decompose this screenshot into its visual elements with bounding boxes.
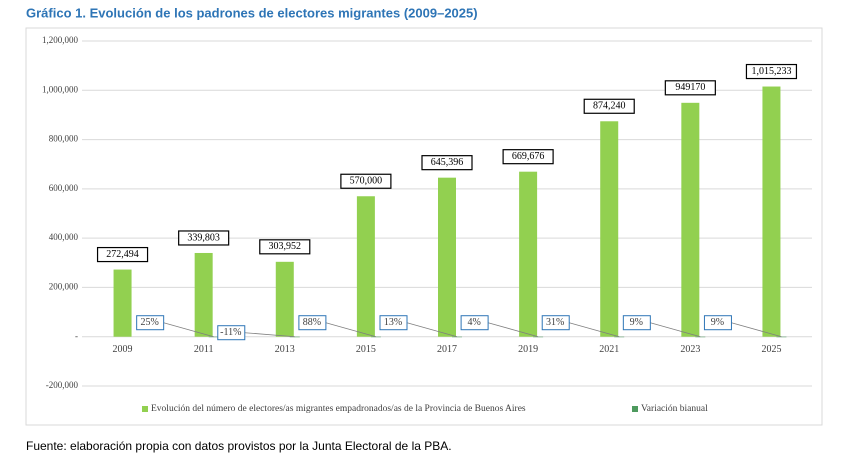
source-note: Fuente: elaboración propia con datos pro… [26, 439, 452, 453]
x-tick-label: 2009 [113, 344, 133, 355]
x-tick-label: 2013 [275, 344, 295, 355]
variation-label-box [298, 315, 327, 331]
variation-bar [776, 336, 787, 338]
bar [762, 86, 781, 337]
leader-line [244, 332, 295, 338]
variation-bar [289, 336, 300, 338]
x-tick-label: 2019 [518, 344, 538, 355]
bar [681, 102, 700, 337]
data-label: 949170 [675, 82, 705, 93]
variation-label-box [460, 315, 489, 331]
variation-label-box [379, 315, 408, 331]
data-label-box [259, 239, 311, 255]
chart-title: Gráfico 1. Evolución de los padrones de … [26, 5, 478, 20]
y-tick-label: -200,000 [46, 380, 79, 390]
data-label-box [178, 230, 230, 246]
variation-label: 13% [384, 317, 402, 328]
data-label-box [340, 173, 392, 189]
variation-bar [614, 336, 625, 338]
leader-line [406, 322, 458, 338]
y-tick-label: 600,000 [49, 183, 79, 193]
variation-label-box [217, 325, 246, 341]
x-tick-label: 2023 [680, 344, 700, 355]
data-label: 669,676 [512, 151, 545, 162]
bar [356, 196, 375, 337]
data-label: 1,015,233 [751, 66, 791, 77]
variation-bar [370, 336, 381, 338]
x-tick-label: 2015 [356, 344, 376, 355]
data-label: 339,803 [187, 232, 220, 243]
data-label: 303,952 [269, 241, 302, 252]
x-tick-label: 2025 [761, 344, 781, 355]
variation-label: 88% [303, 317, 321, 328]
variation-bar [533, 336, 544, 338]
leader-line [731, 322, 782, 338]
data-label: 645,396 [431, 157, 464, 168]
data-label-box [583, 98, 635, 114]
variation-bar [208, 336, 219, 338]
bar [194, 252, 213, 337]
legend-swatch [142, 406, 148, 412]
data-label-box [502, 149, 554, 165]
variation-label: 31% [546, 317, 564, 328]
data-label: 570,000 [350, 176, 383, 187]
variation-label: 25% [140, 317, 158, 328]
x-tick-label: 2021 [599, 344, 619, 355]
variation-label: -11% [220, 327, 241, 338]
y-tick-label: 400,000 [49, 232, 79, 242]
y-tick-label: - [75, 331, 78, 341]
data-label-box [745, 63, 798, 80]
y-tick-label: 800,000 [49, 134, 79, 144]
leader-line [650, 322, 701, 338]
bar [275, 261, 294, 337]
data-label: 272,494 [106, 249, 139, 260]
variation-label-box [622, 315, 651, 331]
x-tick-label: 2011 [194, 344, 214, 355]
leader-line [488, 322, 539, 338]
bar [600, 121, 619, 337]
data-label-box [421, 155, 473, 171]
y-tick-label: 1,200,000 [42, 35, 79, 45]
variation-label-box [136, 315, 165, 331]
variation-label: 4% [467, 317, 480, 328]
bar [438, 177, 456, 337]
bar [113, 269, 132, 337]
legend-swatch [632, 406, 638, 412]
leader-line [163, 322, 214, 338]
leader-line [325, 322, 376, 338]
x-tick-label: 2017 [437, 344, 457, 355]
variation-label-box [703, 315, 732, 331]
leader-line [569, 322, 620, 338]
variation-bar [452, 336, 462, 338]
variation-label: 9% [711, 317, 724, 328]
y-tick-label: 1,000,000 [42, 84, 79, 94]
chart-frame [25, 27, 823, 426]
bar [519, 171, 538, 337]
y-tick-label: 200,000 [49, 281, 79, 291]
variation-bar [695, 336, 706, 338]
data-label-box [664, 80, 716, 96]
data-label: 874,240 [593, 101, 626, 112]
variation-label: 9% [630, 317, 643, 328]
legend-label: Variación bianual [641, 404, 708, 414]
legend-label: Evolución del número de electores/as mig… [151, 404, 526, 414]
data-label-box [96, 246, 149, 263]
variation-label-box [541, 315, 570, 331]
